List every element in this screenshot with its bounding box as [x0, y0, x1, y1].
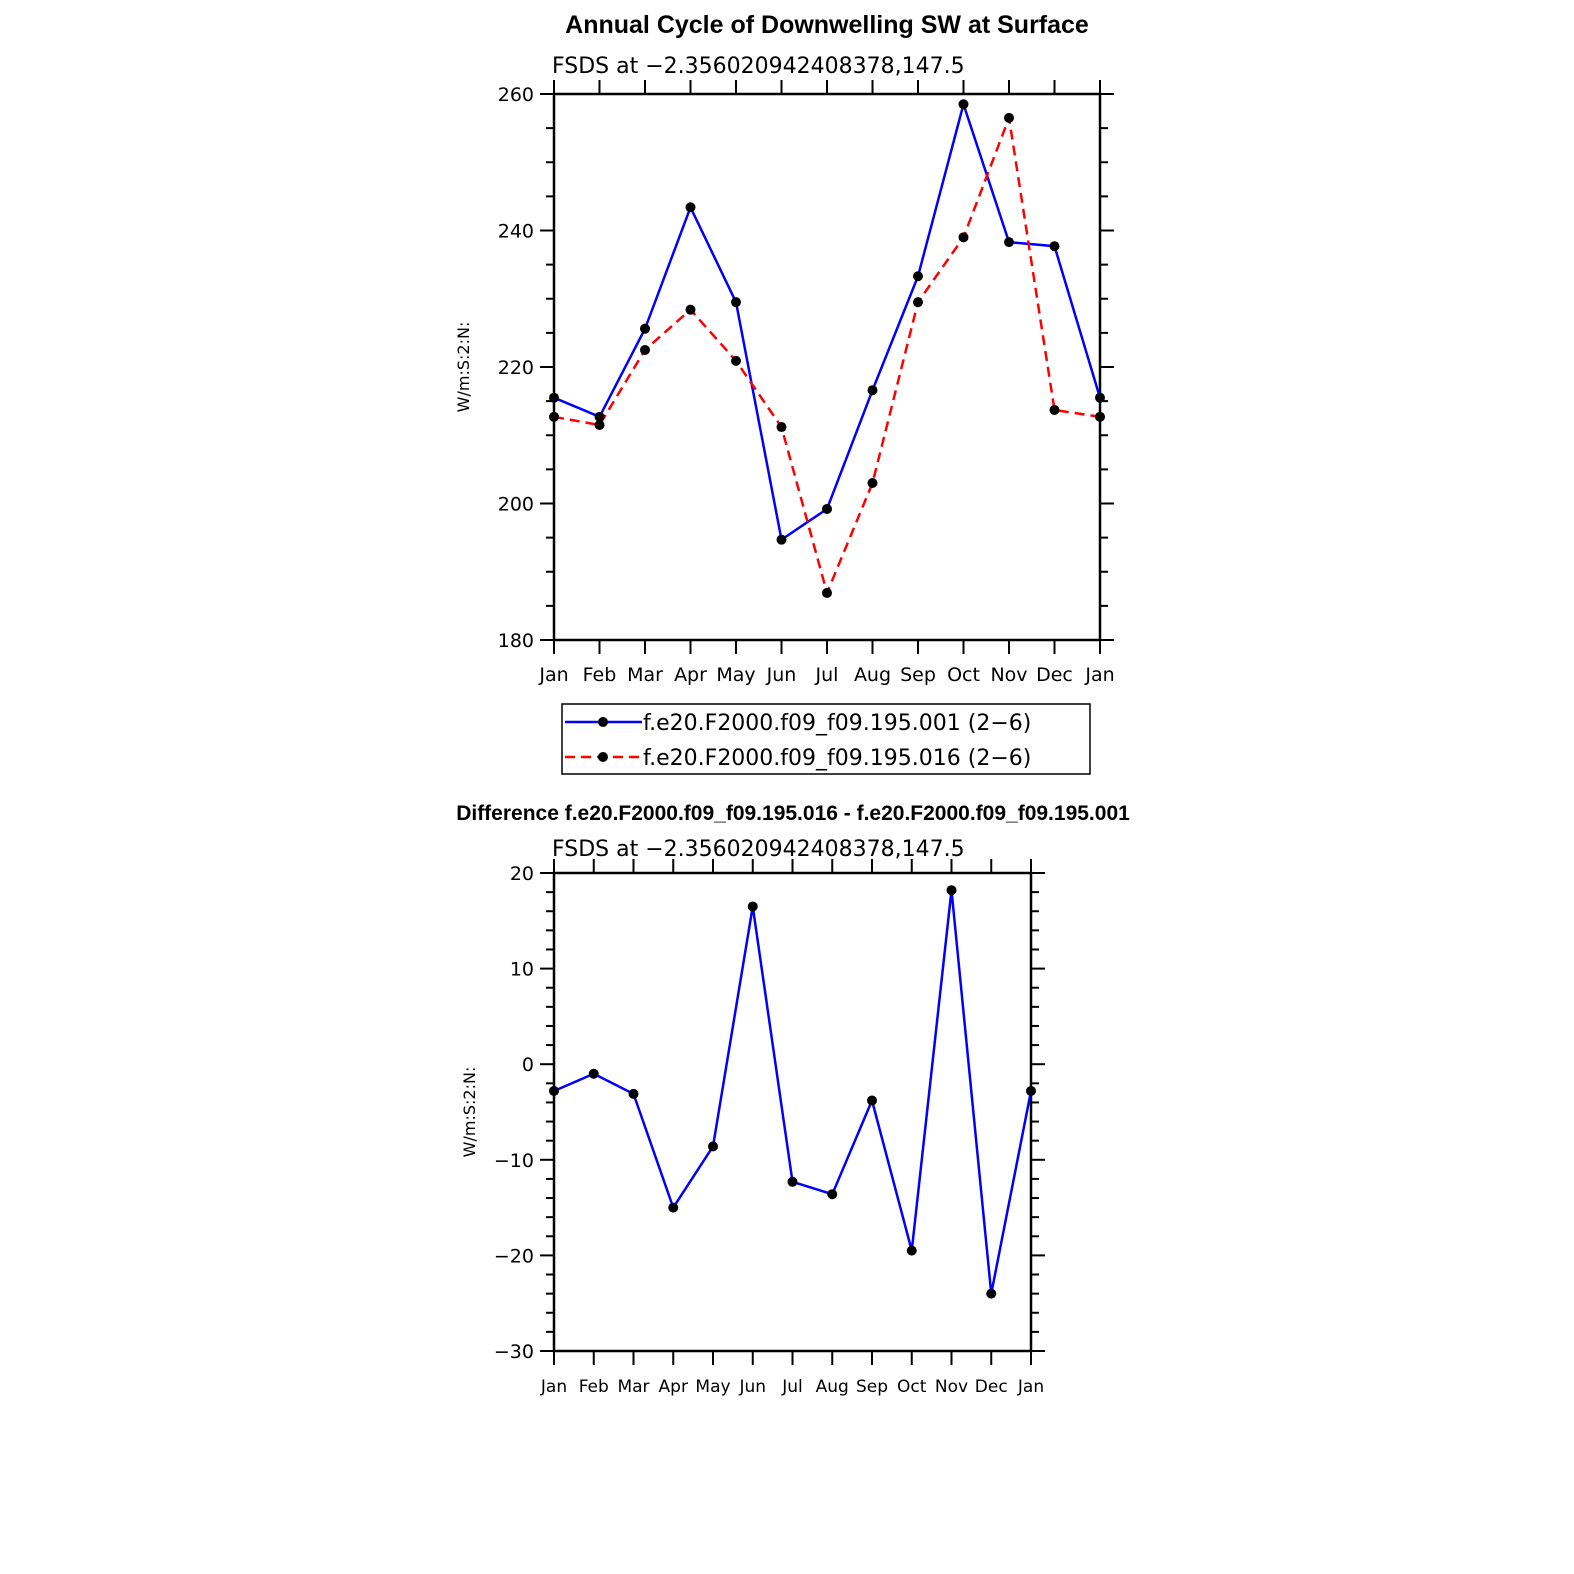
x-tick-label: Oct: [897, 1377, 927, 1397]
y-tick-label: 10: [510, 959, 534, 981]
data-point: [787, 1176, 798, 1187]
chart2-subtitle: FSDS at −2.356020942408378,147.5: [552, 837, 965, 862]
data-point: [986, 1288, 997, 1299]
x-tick-label: Jan: [538, 664, 568, 686]
data-point: [549, 411, 559, 422]
data-point: [1004, 112, 1014, 123]
data-point: [958, 99, 969, 110]
y-tick-label: 220: [498, 357, 534, 379]
data-point: [776, 422, 787, 433]
data-point: [913, 297, 923, 308]
data-point: [549, 392, 559, 403]
series-line-2: [553, 113, 1101, 597]
data-point: [549, 1085, 559, 1096]
x-tick-label: Sep: [856, 1377, 888, 1397]
x-tick-label: May: [716, 664, 755, 686]
x-tick-label: Aug: [816, 1377, 849, 1397]
x-tick-label: Apr: [659, 1377, 688, 1397]
x-tick-label: Mar: [617, 1377, 649, 1397]
x-tick-label: Dec: [1036, 664, 1073, 686]
chart1-title: Annual Cycle of Downwelling SW at Surfac…: [565, 11, 1089, 39]
series-line-1: [553, 890, 1033, 1294]
y-tick-label: 20: [510, 863, 534, 885]
legend-box: [561, 703, 1091, 775]
x-tick-label: May: [695, 1377, 730, 1397]
x-tick-label: Jun: [766, 664, 797, 686]
x-tick-label: Oct: [947, 664, 980, 686]
data-point: [867, 1095, 877, 1106]
data-point: [594, 411, 605, 422]
y-tick-label: 200: [498, 494, 534, 516]
legend-marker-2: [598, 752, 608, 762]
chart2-title: Difference f.e20.F2000.f09_f09.195.016 -…: [456, 802, 1130, 825]
chart1-ylabel: W/m:S:2:N:: [454, 322, 473, 413]
data-point: [913, 271, 923, 282]
chart2-plot: −30 −20 −10 0 10 20 Jan Feb Mar Apr May Jun Jul Aug Se…: [494, 859, 1045, 1397]
data-point: [708, 1141, 718, 1152]
data-point: [776, 534, 787, 545]
data-point: [1049, 404, 1060, 415]
y-tick-label: 0: [522, 1054, 534, 1076]
chart2-ylabel: W/m:S:2:N:: [460, 1067, 479, 1158]
x-tick-label: Sep: [900, 664, 936, 686]
data-point: [594, 420, 605, 431]
x-tick-label: Mar: [627, 664, 663, 686]
data-point: [628, 1088, 639, 1099]
y-tick-label: −20: [494, 1245, 534, 1267]
data-point: [822, 587, 832, 598]
data-point: [867, 385, 878, 396]
data-point: [1095, 392, 1105, 403]
data-point: [867, 478, 878, 489]
x-tick-label: Jul: [815, 664, 839, 686]
legend-label-2: f.e20.F2000.f09_f09.195.016 (2−6): [643, 746, 1031, 771]
x-tick-label: Dec: [975, 1377, 1008, 1397]
x-tick-label: Nov: [935, 1377, 968, 1397]
data-point: [747, 901, 758, 912]
x-tick-label: Nov: [990, 664, 1027, 686]
x-tick-label: Jan: [1017, 1377, 1044, 1397]
x-tick-label: Jan: [540, 1377, 567, 1397]
data-point: [640, 344, 650, 355]
data-point: [822, 503, 832, 514]
y-tick-label: 260: [498, 84, 534, 106]
y-tick-label: 180: [498, 630, 534, 652]
data-point: [906, 1245, 917, 1256]
x-tick-label: Feb: [579, 1377, 609, 1397]
data-point: [946, 885, 957, 896]
data-point: [1049, 241, 1060, 252]
data-point: [588, 1068, 599, 1079]
data-point: [1095, 411, 1105, 422]
y-tick-label: 240: [498, 221, 534, 243]
data-point: [640, 323, 650, 334]
data-point: [1004, 237, 1014, 248]
x-tick-label: Jul: [781, 1377, 803, 1397]
y-tick-label: −10: [494, 1150, 534, 1172]
data-point: [668, 1202, 679, 1213]
x-tick-label: Jan: [1084, 664, 1114, 686]
data-point: [731, 297, 741, 308]
plot-frame: [552, 871, 1033, 1353]
y-tick-label: −30: [494, 1341, 534, 1363]
chart1-subtitle: FSDS at −2.356020942408378,147.5: [552, 54, 965, 79]
data-point: [685, 202, 696, 213]
data-point: [827, 1189, 838, 1200]
data-point: [685, 304, 696, 315]
chart1-plot: 180 200 220 240 260 Jan Feb Mar Apr May Jun Jul Aug S…: [498, 80, 1115, 686]
x-tick-label: Apr: [674, 664, 707, 686]
data-point: [731, 355, 741, 366]
legend-marker-1: [598, 717, 608, 727]
x-tick-label: Aug: [854, 664, 891, 686]
legend-label-1: f.e20.F2000.f09_f09.195.001 (2−6): [643, 711, 1031, 736]
x-tick-label: Feb: [583, 664, 617, 686]
x-tick-label: Jun: [738, 1377, 766, 1397]
legend: f.e20.F2000.f09_f09.195.001 (2−6) f.e20.…: [561, 703, 1091, 775]
data-point: [958, 232, 969, 243]
data-point: [1026, 1085, 1036, 1096]
